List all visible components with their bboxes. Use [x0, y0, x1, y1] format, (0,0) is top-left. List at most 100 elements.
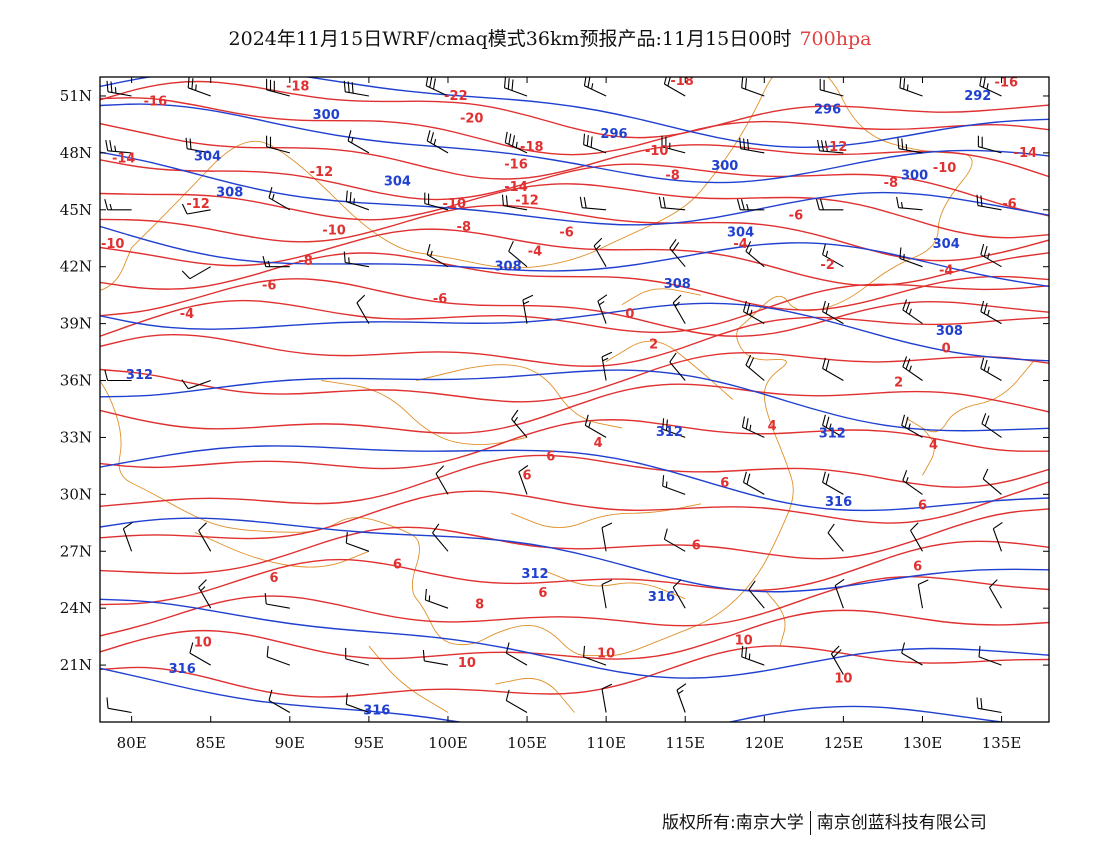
height-label: 316 — [363, 704, 390, 719]
wind-barb — [819, 78, 844, 97]
height-label: 312 — [656, 425, 683, 440]
wind-barb — [745, 241, 765, 268]
temperature-label: 6 — [269, 571, 278, 586]
wind-barb — [741, 645, 765, 666]
wind-barb — [198, 522, 212, 552]
height-contour — [100, 77, 1049, 148]
temperature-label: 0 — [942, 341, 951, 356]
wind-barb — [827, 523, 844, 552]
isotherm — [100, 383, 1049, 434]
wind-barb — [976, 194, 1002, 211]
height-label: 316 — [648, 590, 675, 605]
temperature-label: -12 — [186, 197, 210, 212]
wind-barb — [741, 77, 765, 97]
isotherm — [100, 183, 1049, 239]
isotherm — [100, 481, 1049, 540]
wind-barb — [266, 645, 290, 666]
temperature-label: 10 — [194, 635, 212, 650]
temperature-label: -4 — [180, 307, 194, 322]
temperature-label: -10 — [645, 144, 669, 159]
height-label: 300 — [313, 108, 340, 123]
temperature-label: 2 — [894, 375, 903, 390]
wind-barb — [663, 528, 686, 552]
temperature-label: -10 — [101, 237, 125, 252]
lon-label: 105E — [507, 734, 547, 752]
temperature-label: 4 — [929, 438, 938, 453]
wind-barb — [345, 190, 370, 211]
temperature-label: 6 — [720, 476, 729, 491]
wind-barb — [662, 475, 686, 495]
temperature-label: -14 — [504, 180, 528, 195]
isotherm — [100, 228, 1049, 287]
lon-label: 110E — [586, 734, 626, 752]
wind-barb — [815, 199, 844, 211]
wind-barb — [268, 689, 291, 713]
temperature-label: 6 — [692, 539, 701, 554]
temperature-labels: -16-18-22-20-18-16-14-12-18 -16-14-12-12-… — [101, 77, 1037, 686]
height-label: 300 — [901, 169, 928, 184]
lon-label: 115E — [665, 734, 705, 752]
wind-barb — [345, 693, 370, 714]
geopotential-height-contours — [100, 77, 1049, 722]
map-title: 2024年11月15日WRF/cmaq模式36km预报产品:11月15日00时 7… — [0, 24, 1100, 51]
wind-barb — [105, 139, 132, 154]
lat-label: 30N — [60, 485, 92, 503]
wind-barb — [989, 579, 1002, 609]
wind-barb — [899, 247, 923, 268]
lat-label: 33N — [60, 428, 92, 446]
temperature-label: -12 — [824, 140, 848, 155]
isotherm — [100, 316, 1049, 367]
wind-barb — [189, 642, 211, 666]
wind-barb — [822, 414, 844, 438]
temperature-label: -8 — [457, 220, 471, 235]
temperature-label: -2 — [820, 258, 834, 273]
province-border — [763, 588, 786, 647]
wind-barb — [976, 697, 1002, 714]
height-label: 304 — [384, 174, 411, 189]
wind-barbs — [104, 77, 1003, 714]
wind-barb — [601, 683, 613, 713]
wind-barb — [830, 645, 844, 675]
height-label: 308 — [936, 324, 963, 339]
wind-barb — [579, 196, 607, 211]
wind-barb — [425, 77, 449, 97]
longitude-axis-labels: 80E 85E 90E 95E 100E 105E 110E 115E 120E 125E 130E… — [117, 734, 1022, 752]
map-plot-area: -16-18-22-20-18-16-14-12-18 -16-14-12-12-… — [100, 77, 1049, 722]
height-label: 304 — [194, 150, 221, 165]
wind-barb — [501, 194, 528, 211]
temperature-label: -8 — [884, 176, 898, 191]
temperature-label: -10 — [322, 224, 346, 239]
isotherm — [100, 204, 1049, 262]
wind-barb — [822, 300, 844, 325]
wind-barb — [672, 579, 686, 609]
wind-barb — [584, 414, 607, 438]
temperature-label: -16 — [504, 157, 528, 172]
copyright-right: 南京创蓝科技有限公司 — [816, 813, 987, 833]
wind-barb — [661, 135, 686, 154]
wind-barb — [504, 131, 528, 154]
wind-barb — [980, 357, 1002, 381]
wind-barb — [511, 409, 528, 438]
province-border — [321, 380, 528, 445]
wind-barb — [899, 77, 923, 97]
lon-label: 120E — [745, 734, 785, 752]
wind-barb — [345, 532, 370, 552]
height-contour — [100, 667, 1008, 722]
temperature-label: -22 — [444, 89, 468, 104]
wind-barb — [106, 697, 132, 714]
wind-barb — [583, 133, 607, 154]
temperature-label: 6 — [918, 499, 927, 514]
wind-barb — [268, 187, 291, 211]
wind-barb — [817, 139, 844, 154]
temperature-label: -8 — [665, 169, 679, 184]
wind-barb — [345, 647, 370, 666]
province-border — [416, 364, 623, 429]
height-contour — [100, 302, 1049, 362]
temperature-label: 10 — [458, 656, 476, 671]
lon-label: 100E — [428, 734, 468, 752]
isotherm — [100, 97, 1049, 156]
latitude-axis-labels: 51N 48N 45N 42N 39N 36N 33N 30N 27N 24N 21N — [60, 87, 92, 674]
wind-barb — [597, 294, 608, 324]
wind-barb — [662, 418, 686, 438]
